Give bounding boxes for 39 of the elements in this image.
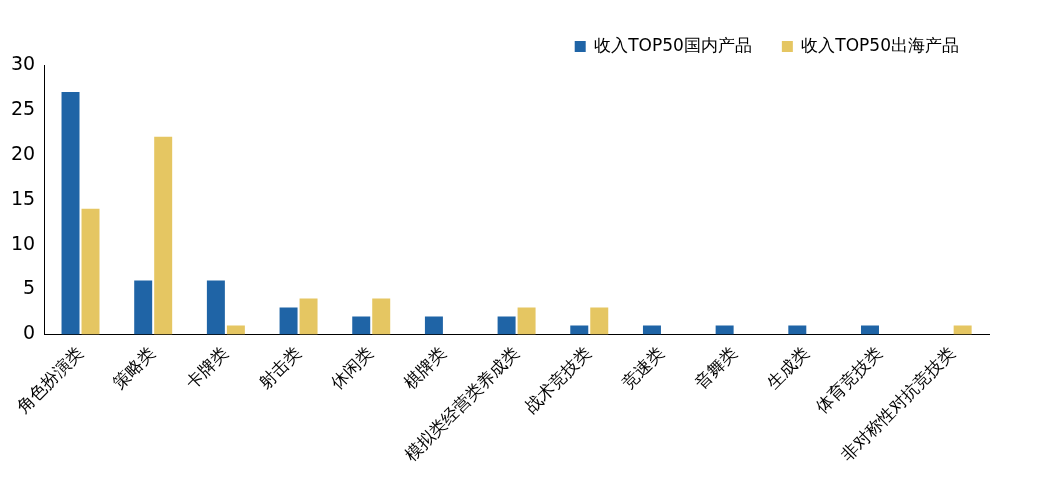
y-tick-label: 30 [10, 51, 36, 74]
bar [715, 325, 734, 335]
bar [206, 280, 225, 335]
legend-label: 收入TOP50国内产品 [594, 34, 752, 55]
legend-label: 收入TOP50出海产品 [801, 34, 960, 55]
x-tick-label: 战术竞技类 [520, 342, 596, 417]
x-tick-label: 竞速类 [617, 342, 668, 393]
bar [154, 136, 173, 335]
y-tick-label: 5 [23, 276, 36, 299]
bar [61, 91, 80, 335]
bar [570, 325, 589, 335]
bar [81, 208, 100, 335]
x-tick-label: 生成类 [763, 342, 814, 393]
bar [226, 325, 245, 335]
x-tick-label: 卡牌类 [181, 342, 232, 393]
y-tick-label: 0 [23, 321, 36, 344]
x-tick-label: 策略类 [108, 342, 160, 393]
bar [134, 280, 153, 335]
x-tick-label: 音舞类 [690, 342, 741, 393]
bar [642, 325, 661, 335]
bar [497, 316, 516, 335]
bar [279, 307, 298, 335]
x-tick-label: 射击类 [254, 342, 305, 393]
x-tick-label: 休闲类 [326, 342, 378, 393]
bar [352, 316, 371, 335]
y-tick-label: 15 [10, 186, 36, 209]
bar [299, 298, 318, 335]
bar [788, 325, 807, 335]
bar [861, 325, 879, 335]
x-tick-label: 棋牌类 [399, 342, 450, 393]
bar [590, 307, 609, 335]
bar [953, 325, 972, 335]
x-tick-label: 角色扮演类 [12, 342, 87, 417]
bar [424, 316, 443, 335]
y-tick-label: 10 [10, 231, 36, 254]
bar [372, 298, 391, 335]
bar [517, 307, 536, 335]
y-tick-label: 20 [10, 141, 36, 164]
y-tick-label: 25 [10, 96, 36, 119]
